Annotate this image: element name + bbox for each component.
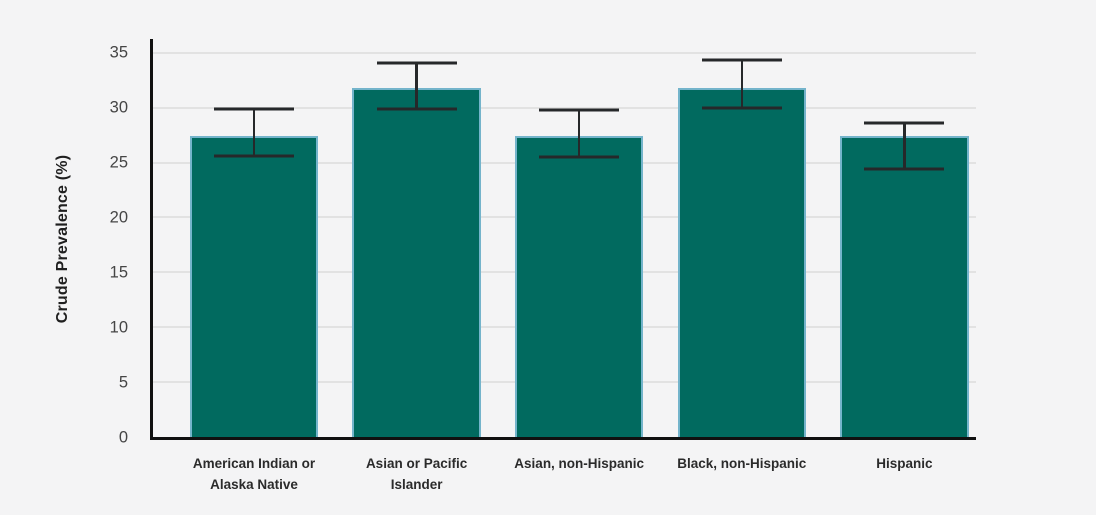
bar-2[interactable] [352,87,481,437]
error-bar-line-4 [740,60,744,108]
bar-3[interactable] [514,136,644,437]
y-tick-label-25: 25 [109,153,128,172]
y-axis-title: Crude Prevalence (%) [54,154,71,324]
x-axis-label-3: Asian, non-Hispanic [514,456,645,471]
error-bar-cap-lo-3 [539,155,620,159]
gridline-30 [153,106,976,109]
error-bar-cap-hi-4 [701,58,782,62]
error-bar-cap-lo-5 [864,167,945,171]
error-bar-cap-hi-5 [864,121,945,125]
x-axis-label-4: Black, non-Hispanic [677,456,807,471]
error-bar-cap-hi-2 [376,61,457,65]
y-tick-label-30: 30 [109,98,128,117]
x-axis-label-5: Hispanic [876,456,933,471]
x-axis-label-1: American Indian or Alaska Native [192,456,316,492]
y-tick-label-20: 20 [109,208,128,227]
x-axis-label-2: Asian or Pacific Islander [365,456,468,492]
error-bar-line-2 [415,62,418,109]
error-bar-cap-hi-3 [539,108,620,112]
error-bar-cap-lo-1 [214,154,294,158]
y-tick-label-10: 10 [109,317,128,336]
gridline-35 [153,51,976,54]
bar-5[interactable] [840,136,969,437]
error-bar-line-1 [252,108,256,156]
y-tick-label-5: 5 [118,372,128,391]
x-axis-labels: American Indian or Alaska Native Asian or… [153,454,976,514]
y-tick-label-15: 15 [109,263,128,282]
error-bar-line-3 [577,109,581,158]
y-tick-label-0: 0 [118,427,128,446]
plot-area: 0 5 10 15 20 25 30 35 American Indian or Alaska… [110,39,976,492]
bar-1[interactable] [189,136,319,437]
error-bar-cap-hi-1 [214,107,294,111]
error-bar-cap-lo-2 [376,107,457,111]
bar-4[interactable] [677,87,807,437]
error-bar-cap-lo-4 [701,106,782,110]
y-tick-label-35: 35 [109,43,128,62]
error-bar-line-5 [903,123,906,170]
